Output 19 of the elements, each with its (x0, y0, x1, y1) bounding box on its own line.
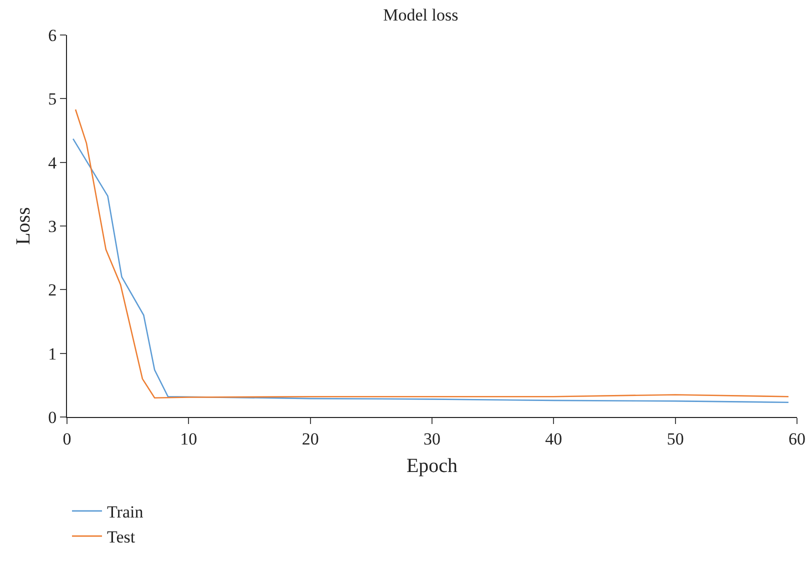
legend-label: Train (107, 502, 144, 522)
y-tick-label: 0 (48, 408, 57, 427)
x-tick-label: 20 (302, 429, 319, 448)
x-tick-label: 0 (62, 429, 72, 448)
x-tick-label: 10 (180, 429, 198, 448)
y-tick-label: 6 (48, 26, 57, 45)
x-axis-title: Epoch (406, 454, 458, 477)
y-tick-label: 2 (48, 280, 57, 300)
chart-title: Model loss (383, 5, 458, 24)
legend-label: Test (107, 528, 136, 547)
y-tick-label: 5 (48, 90, 57, 109)
y-axis-title: Loss (12, 206, 35, 245)
y-tick-label: 3 (48, 216, 57, 236)
x-tick-label: 60 (788, 429, 806, 448)
y-tick-label: 4 (48, 153, 58, 172)
x-tick-label: 30 (424, 429, 440, 448)
y-tick-label: 1 (48, 344, 57, 364)
x-tick-label: 50 (666, 429, 684, 448)
x-tick-label: 40 (545, 429, 562, 448)
